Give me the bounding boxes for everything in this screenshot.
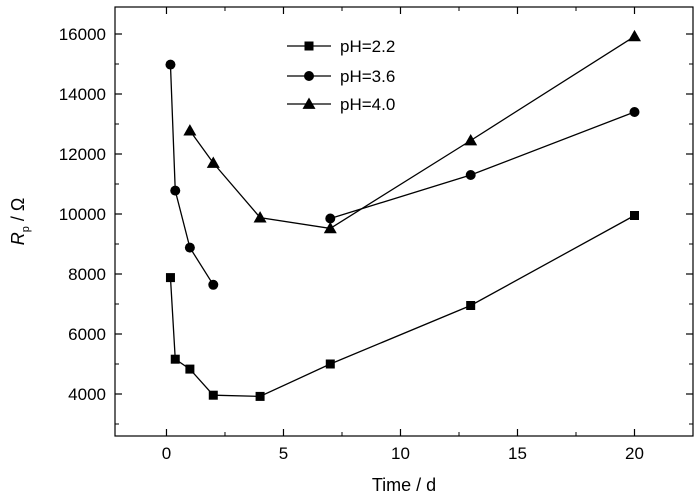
y-tick-label: 10000 xyxy=(59,205,106,224)
y-tick-label: 16000 xyxy=(59,25,106,44)
legend: pH=2.2 pH=3.6 pH=4.0 xyxy=(287,37,395,114)
data-point-circle xyxy=(208,279,219,290)
x-tick-label: 10 xyxy=(391,444,410,463)
x-tick-label: 5 xyxy=(279,444,288,463)
data-point-triangle xyxy=(323,221,337,234)
series-line-0 xyxy=(169,214,635,398)
y-tick-label: 12000 xyxy=(59,145,106,164)
y-axis-title: Rp / Ω xyxy=(8,198,32,246)
plot-area xyxy=(165,29,641,401)
data-point-square xyxy=(208,390,218,400)
data-point-square xyxy=(629,211,639,220)
y-tick-label: 4000 xyxy=(68,385,106,404)
legend-label: pH=3.6 xyxy=(340,67,395,86)
data-point-square xyxy=(185,364,195,374)
y-tick-label: 8000 xyxy=(68,265,106,284)
data-point-square xyxy=(165,273,175,283)
data-point-triangle xyxy=(183,124,197,136)
data-point-square xyxy=(170,354,180,364)
y-axis-unit: / Ω xyxy=(8,198,28,226)
series-line-1-b xyxy=(330,111,635,220)
data-point-circle xyxy=(170,185,181,196)
data-point-triangle xyxy=(464,134,478,146)
legend-label: pH=2.2 xyxy=(340,37,395,56)
data-point-circle xyxy=(304,71,314,81)
data-point-circle xyxy=(325,213,336,224)
data-point-square xyxy=(255,391,265,401)
x-tick-label: 0 xyxy=(162,444,171,463)
data-point-circle xyxy=(465,170,476,180)
plot-frame xyxy=(114,6,694,437)
series-line-2 xyxy=(189,35,635,230)
data-point-triangle xyxy=(627,29,641,42)
data-point-triangle xyxy=(302,97,316,109)
data-point-square xyxy=(325,359,335,369)
data-point-square xyxy=(304,41,314,51)
legend-label: pH=4.0 xyxy=(340,95,395,114)
data-point-circle xyxy=(629,107,640,117)
x-tick-label: 20 xyxy=(625,444,644,463)
y-axis-subscript: p xyxy=(20,226,32,232)
y-tick-label: 14000 xyxy=(59,85,106,104)
data-point-triangle xyxy=(206,156,220,168)
data-point-circle xyxy=(165,59,176,70)
y-axis-symbol: R xyxy=(8,232,28,245)
x-tick-label: 15 xyxy=(508,444,527,463)
data-point-square xyxy=(466,301,476,310)
y-tick-label: 6000 xyxy=(68,325,106,344)
data-point-triangle xyxy=(253,211,267,223)
series-line-1 xyxy=(169,64,214,286)
axes: 0 5 10 15 20 4000 6000 8000 10000 12000 14000 16000 xyxy=(59,6,694,463)
x-axis-title: Time / d xyxy=(372,475,436,495)
data-point-circle xyxy=(184,242,195,253)
